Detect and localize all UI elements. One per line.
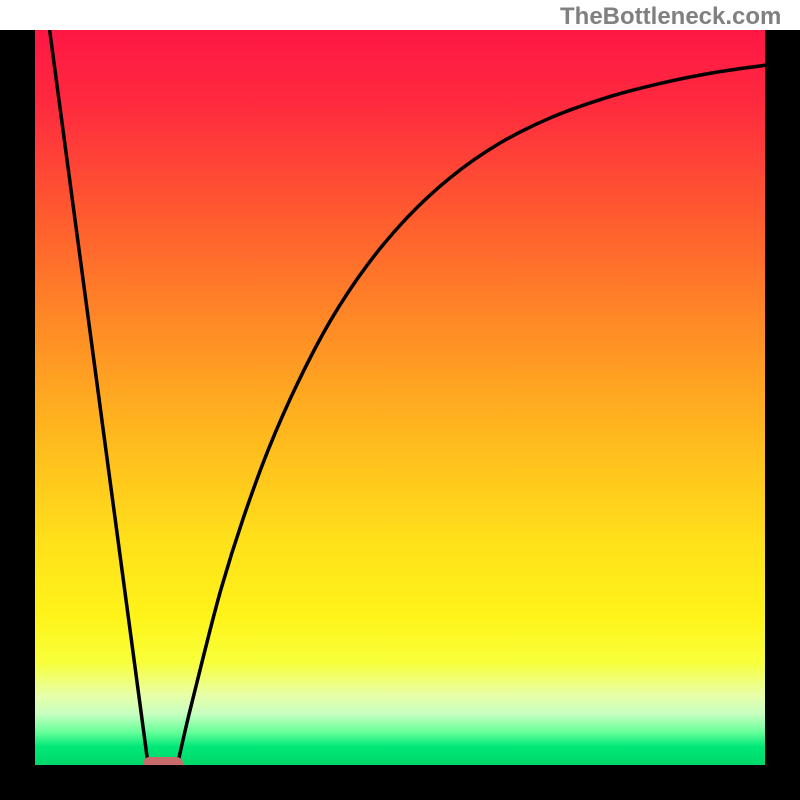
chart-container: TheBottleneck.com — [0, 0, 800, 800]
right-branch-curve — [177, 65, 765, 765]
curve-layer — [35, 30, 765, 765]
watermark-text: TheBottleneck.com — [560, 3, 781, 31]
left-branch-line — [50, 30, 149, 765]
frame-left — [0, 30, 35, 800]
plot-area — [35, 30, 765, 765]
frame-bottom — [0, 765, 800, 800]
frame-right — [765, 30, 800, 800]
optimal-marker — [143, 757, 183, 765]
